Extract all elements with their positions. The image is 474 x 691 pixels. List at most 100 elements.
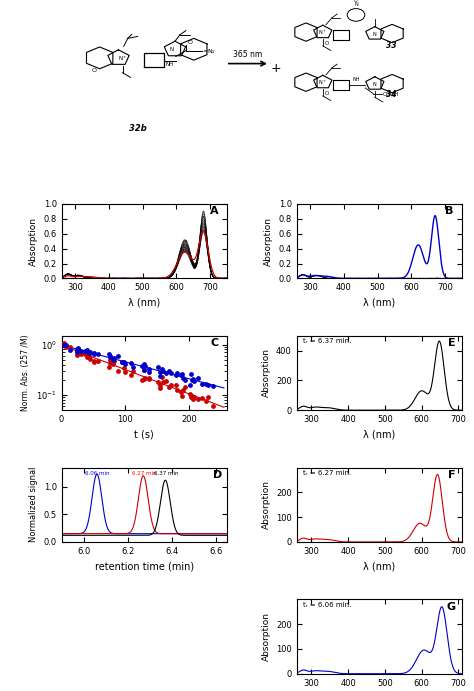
Point	[77, 348, 85, 359]
Point	[73, 350, 81, 361]
Point	[138, 360, 146, 371]
Point	[83, 351, 91, 362]
X-axis label: λ (nm): λ (nm)	[363, 561, 395, 571]
Text: C: C	[211, 338, 219, 348]
Point	[118, 356, 126, 367]
Text: E: E	[448, 338, 456, 348]
Point	[154, 361, 162, 372]
Point	[181, 375, 189, 386]
Point	[204, 391, 211, 402]
Point	[194, 393, 202, 404]
Point	[129, 361, 137, 372]
Point	[120, 356, 128, 367]
Text: B: B	[446, 206, 454, 216]
Point	[189, 373, 196, 384]
Text: N: N	[373, 82, 377, 86]
Text: F: F	[448, 470, 456, 480]
Point	[210, 380, 217, 391]
Y-axis label: Absorption: Absorption	[262, 480, 271, 529]
X-axis label: retention time (min): retention time (min)	[95, 561, 194, 571]
Point	[146, 364, 153, 375]
Point	[91, 348, 98, 359]
Point	[189, 393, 196, 404]
Point	[181, 381, 189, 392]
Point	[60, 337, 67, 348]
Point	[86, 353, 93, 364]
Point	[115, 350, 122, 361]
Text: N: N	[170, 48, 174, 53]
Text: O: O	[188, 39, 193, 44]
Point	[190, 392, 198, 403]
Point	[165, 381, 173, 392]
Point	[199, 392, 206, 404]
Point	[141, 361, 149, 372]
Point	[128, 369, 135, 380]
Point	[146, 372, 153, 384]
Point	[138, 375, 146, 386]
Text: 6.27 min: 6.27 min	[132, 471, 156, 476]
Point	[186, 379, 194, 390]
Point	[173, 384, 181, 395]
Point	[190, 375, 198, 386]
Point	[186, 388, 194, 399]
Point	[199, 379, 206, 390]
Text: tᵣ = 6.27 min.: tᵣ = 6.27 min.	[303, 470, 352, 475]
Point	[66, 344, 74, 355]
Point	[162, 375, 169, 386]
Point	[120, 363, 128, 374]
Point	[159, 366, 167, 377]
Text: O: O	[354, 0, 358, 3]
Point	[128, 358, 135, 369]
Point	[63, 342, 70, 353]
Point	[158, 363, 165, 375]
Point	[156, 382, 164, 393]
Point	[145, 373, 152, 384]
Point	[141, 372, 149, 384]
Point	[109, 359, 117, 370]
Text: 6.06 min: 6.06 min	[85, 471, 109, 476]
Text: O: O	[325, 41, 329, 46]
Point	[121, 359, 128, 370]
X-axis label: λ (nm): λ (nm)	[363, 298, 395, 307]
Point	[63, 339, 70, 350]
Point	[77, 345, 85, 356]
Point	[162, 368, 169, 379]
Point	[107, 350, 114, 361]
Point	[179, 385, 187, 396]
Text: 33: 33	[386, 41, 397, 50]
Text: N$^+$: N$^+$	[118, 54, 128, 63]
Point	[202, 378, 210, 389]
Point	[179, 372, 187, 383]
Point	[106, 354, 113, 366]
Point	[202, 395, 210, 406]
Point	[178, 368, 186, 379]
Point	[82, 346, 89, 357]
Point	[82, 348, 89, 359]
Point	[105, 361, 113, 372]
Point	[154, 377, 162, 388]
Point	[156, 379, 164, 390]
Point	[73, 347, 81, 358]
Text: 32b: 32b	[129, 124, 146, 133]
Point	[95, 356, 102, 367]
Point	[187, 391, 195, 402]
Point	[156, 366, 164, 377]
Text: A: A	[210, 206, 219, 216]
Point	[107, 357, 114, 368]
Point	[140, 364, 148, 375]
Point	[85, 351, 93, 362]
Point	[115, 365, 122, 376]
Point	[109, 355, 117, 366]
Point	[129, 366, 137, 377]
Text: 6.37 min: 6.37 min	[154, 471, 179, 476]
Text: N$^+$: N$^+$	[319, 28, 327, 37]
Text: O: O	[92, 68, 97, 73]
Point	[158, 371, 165, 382]
Point	[91, 348, 98, 359]
Y-axis label: Norm. Abs. (257 /M): Norm. Abs. (257 /M)	[21, 334, 30, 411]
Point	[140, 358, 147, 369]
Text: N$^+$: N$^+$	[319, 78, 327, 87]
Point	[172, 379, 180, 390]
Point	[66, 341, 74, 352]
Point	[167, 368, 175, 379]
